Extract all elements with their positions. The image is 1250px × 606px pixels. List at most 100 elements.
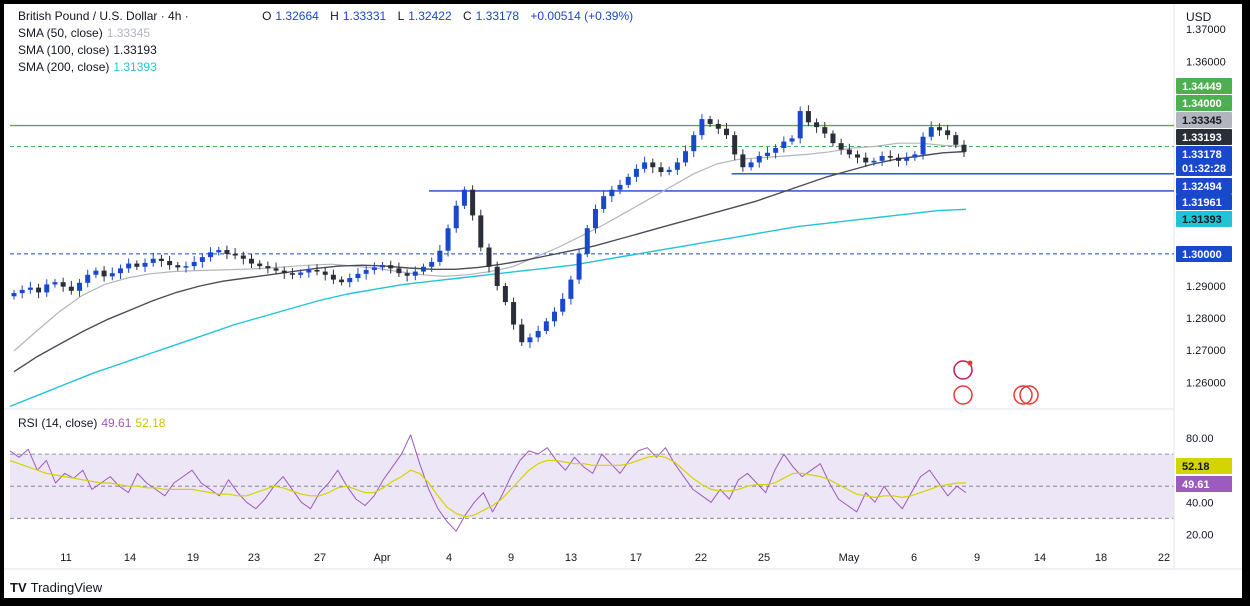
candle-body [658, 167, 664, 173]
candle-body [560, 298, 566, 312]
uk-flag-event-icon [1019, 385, 1039, 405]
price-tag-value: 1.31393 [1182, 214, 1222, 226]
candle-body [183, 266, 189, 268]
sma-layer [9, 142, 967, 408]
price-tag-box [1176, 95, 1232, 111]
close-value: 1.33178 [475, 9, 520, 23]
candle-body [330, 274, 336, 280]
candle-body [846, 149, 852, 155]
time-tick-label: 22 [1158, 552, 1170, 564]
candle-body [240, 255, 246, 259]
tradingview-logo[interactable]: TV TradingView [10, 580, 102, 595]
candle-body [519, 324, 525, 343]
price-tag-value: 1.33193 [1182, 132, 1222, 144]
rsi-tag-value: 49.61 [1182, 479, 1210, 491]
price-tag-box [1176, 211, 1232, 227]
time-tick-label: 13 [565, 552, 577, 564]
tradingview-brand: TradingView [30, 580, 103, 595]
time-tick-label: 17 [630, 552, 642, 564]
time-tick-label: 18 [1095, 552, 1107, 564]
candle-body [470, 189, 476, 216]
candle-body [502, 286, 508, 303]
price-tag-box [1176, 246, 1232, 262]
rsi-tick-label: 20.00 [1186, 529, 1214, 541]
rsi-legend: RSI (14, close) 49.61 52.18 [18, 416, 169, 430]
low-label: L [397, 9, 405, 23]
chart-svg[interactable]: 1.37000 1.36000 1.29000 1.28000 1.27000 1.260… [4, 4, 1242, 598]
rsi-value: 49.61 [101, 416, 132, 430]
time-tick-label: 19 [187, 552, 199, 564]
candle-body [249, 258, 254, 264]
candle-body [142, 262, 148, 267]
candle-body [552, 311, 558, 322]
candle-body [437, 250, 443, 262]
candle-body [674, 162, 680, 170]
candle-body [863, 157, 869, 163]
candle-body [298, 272, 304, 275]
candle-body [363, 269, 369, 274]
sma100-value: 1.33193 [113, 43, 157, 57]
candle-body [953, 135, 959, 145]
time-tick-label: 9 [508, 552, 514, 564]
candle-body [404, 273, 410, 276]
candle-body [838, 143, 844, 150]
price-tag-box [1176, 112, 1232, 128]
candles-layer [11, 105, 967, 348]
candle-body [732, 135, 738, 155]
candle-body [134, 263, 140, 267]
candle-body [724, 128, 729, 136]
candle-body [371, 267, 377, 270]
candle-body [339, 279, 345, 283]
candle-body [683, 151, 689, 163]
candle-body [568, 279, 574, 299]
sma200-value: 1.31393 [113, 60, 157, 74]
candle-body [208, 252, 214, 258]
candle-body [314, 269, 320, 272]
high-label: H [330, 9, 339, 23]
candle-body [822, 127, 828, 134]
candle-body [85, 274, 91, 283]
candle-body [576, 253, 582, 280]
candle-body [666, 169, 672, 173]
candle-body [871, 160, 877, 163]
candle-body [429, 261, 435, 267]
price-tag-box [1176, 129, 1232, 145]
high-value: 1.33331 [342, 9, 387, 23]
rsi-band-layer [10, 453, 1174, 519]
currency-label[interactable]: USD [1186, 10, 1212, 24]
time-tick-label: 9 [974, 552, 980, 564]
candle-body [904, 157, 910, 161]
rsi-ma-value: 52.18 [135, 416, 166, 430]
symbol-legend: British Pound / U.S. Dollar · 4h · O 1.32… [18, 8, 637, 76]
candle-body [396, 268, 402, 274]
change-value: +0.00514 (+0.39%) [530, 9, 634, 23]
price-tick-label: 1.29000 [1186, 281, 1226, 293]
sma100-legend: SMA (100, close) 1.33193 [18, 42, 637, 59]
candle-body [68, 286, 74, 291]
grid-layer [4, 4, 1242, 570]
symbol-title: British Pound / U.S. Dollar · 4h · [18, 9, 189, 23]
candle-body [936, 127, 942, 131]
candle-body [347, 277, 353, 283]
candle-body [216, 250, 222, 253]
candle-body [789, 138, 795, 142]
candle-body [633, 168, 639, 177]
event-dot-icon [967, 360, 973, 366]
price-tags-layer: 1.34449 1.34000 1.33345 1.33193 1.33178 01:32… [1176, 78, 1232, 492]
candle-body [445, 228, 451, 251]
rsi-tag-box [1176, 458, 1232, 474]
price-tick-label: 1.28000 [1186, 313, 1226, 325]
candle-body [257, 263, 263, 267]
time-tick-label: May [839, 552, 860, 564]
candle-body [388, 265, 394, 269]
price-tick-label: 1.26000 [1186, 377, 1226, 389]
candle-body [543, 321, 549, 331]
price-tag-value: 1.34449 [1182, 81, 1222, 93]
candle-body [887, 156, 893, 158]
open-label: O [262, 9, 272, 23]
candle-body [879, 156, 885, 161]
candle-body [601, 196, 607, 209]
candle-body [232, 253, 238, 256]
time-tick-label: 6 [911, 552, 917, 564]
candle-body [461, 189, 467, 206]
